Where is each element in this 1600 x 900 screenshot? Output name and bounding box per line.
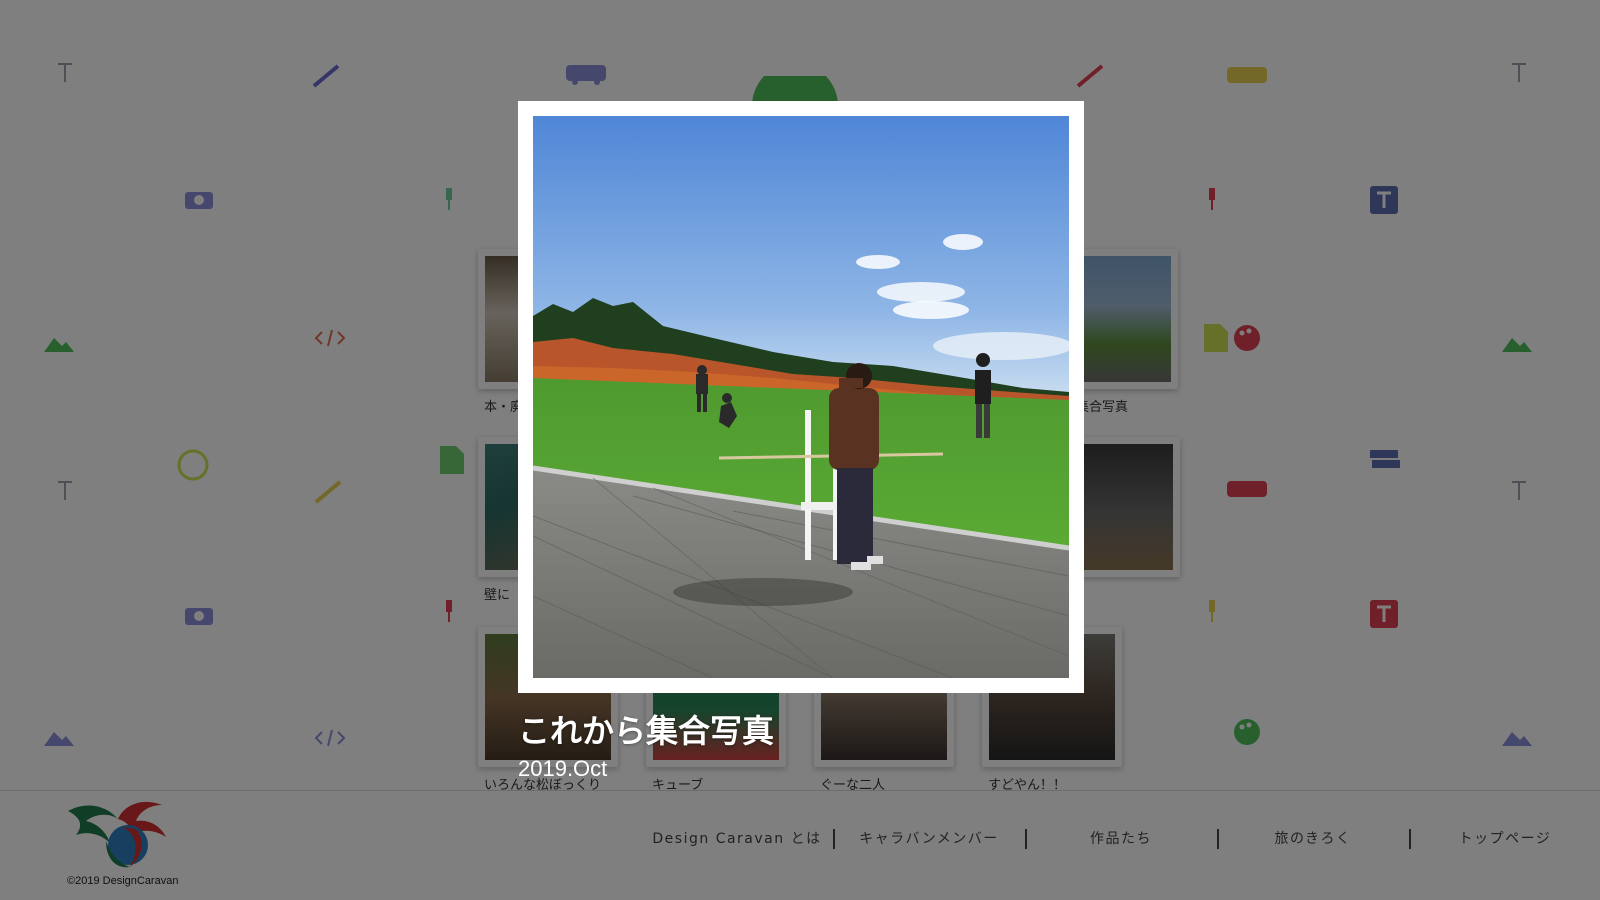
lightbox-title: これから集合写真 <box>518 712 775 750</box>
lightbox-frame <box>518 101 1084 693</box>
lightbox-photo <box>533 116 1069 678</box>
group-photo-field <box>533 116 1069 678</box>
lightbox-date: 2019.Oct <box>518 756 608 781</box>
